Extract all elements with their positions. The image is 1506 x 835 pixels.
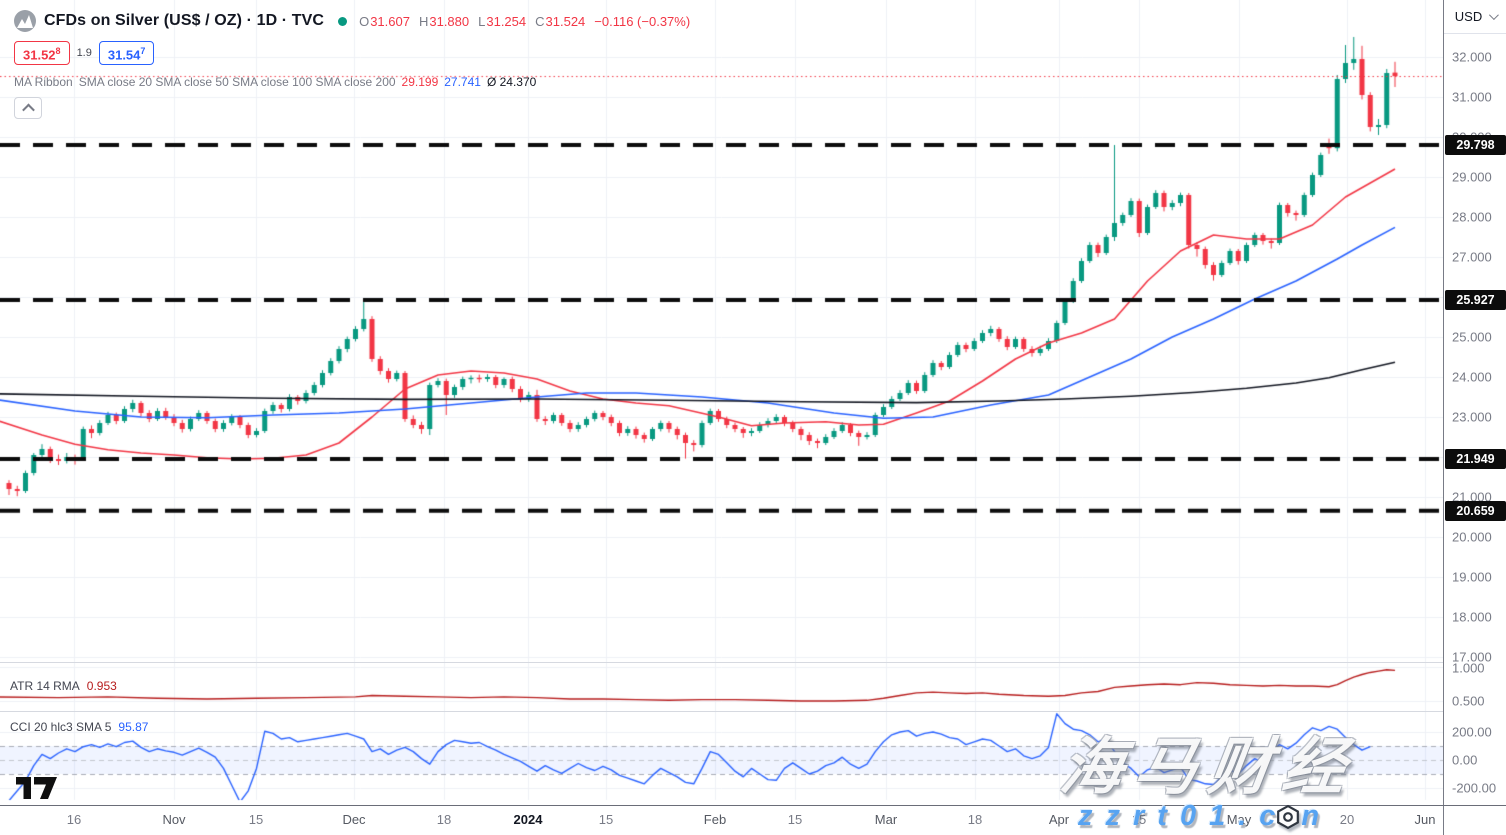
time-tick-label: 2024 — [513, 812, 543, 827]
price-tick-label: 31.000 — [1452, 89, 1492, 105]
buy-price-button[interactable]: 31.547 — [98, 40, 155, 66]
time-tick-label: Apr — [1048, 812, 1070, 827]
indicator-params: SMA close 20 SMA close 50 SMA close 100 … — [78, 75, 396, 89]
price-tick-label: 17.000 — [1452, 649, 1492, 665]
price-tick-label: 21.000 — [1452, 489, 1492, 505]
tradingview-logo-icon[interactable] — [16, 773, 58, 804]
cci-pane-legend[interactable]: CCI 20 hlc3 SMA 5 95.87 — [10, 720, 148, 734]
time-tick-label: 18 — [436, 812, 452, 827]
time-tick-label: Nov — [162, 812, 186, 827]
open-label: O — [359, 13, 370, 29]
quote-row: 31.528 1.9 31.547 — [14, 40, 690, 66]
chevron-down-icon — [1489, 10, 1500, 21]
cci-label: CCI 20 hlc3 SMA 5 — [10, 720, 112, 734]
price-tick-label: 32.000 — [1452, 49, 1492, 65]
symbol-row: CFDs on Silver (US$ / OZ) · 1D · TVC O31… — [14, 8, 690, 34]
close-label: C — [535, 13, 545, 29]
price-level-badge[interactable]: 21.949 — [1445, 449, 1506, 469]
symbol-title[interactable]: CFDs on Silver (US$ / OZ) · 1D · TVC — [44, 12, 325, 29]
price-chart-canvas[interactable] — [0, 0, 1443, 805]
currency-label: USD — [1454, 9, 1483, 24]
sma50-value: 27.741 — [444, 75, 481, 89]
price-tick-label: 18.000 — [1452, 609, 1492, 625]
time-tick-label: Jun — [1414, 812, 1436, 827]
price-tick-label: 28.000 — [1452, 209, 1492, 225]
time-tick-label: 15 — [1131, 812, 1147, 827]
price-tick-label: 0.500 — [1452, 693, 1485, 709]
atr-pane-legend[interactable]: ATR 14 RMA 0.953 — [10, 679, 117, 693]
indicator-name: MA Ribbon — [14, 75, 73, 89]
price-axis[interactable]: USD 32.00031.00030.00029.00028.00027.000… — [1443, 0, 1506, 805]
sell-price-button[interactable]: 31.528 — [14, 40, 70, 66]
spread-value: 1.9 — [76, 47, 92, 59]
time-axis[interactable]: 16 Nov 15 Dec 18 2024 15 Feb 15 Mar 18 Apr 15 May 20 Ju… — [0, 805, 1506, 835]
time-tick-label: 20 — [1339, 812, 1355, 827]
price-level-badge[interactable]: 20.659 — [1445, 501, 1506, 521]
change-value: −0.116 (−0.37%) — [594, 13, 691, 29]
time-tick-label: Feb — [703, 812, 727, 827]
time-tick-label: 16 — [66, 812, 82, 827]
price-tick-label: -200.00 — [1452, 780, 1497, 796]
price-level-badge[interactable]: 25.927 — [1445, 290, 1506, 310]
price-tick-label: 24.000 — [1452, 369, 1492, 385]
time-axis-corner — [1443, 806, 1506, 835]
ma-ribbon-legend[interactable]: MA Ribbon SMA close 20 SMA close 50 SMA … — [14, 75, 690, 89]
price-axis-header: USD — [1444, 0, 1506, 34]
cci-value: 95.87 — [118, 720, 149, 734]
time-tick-label: Dec — [342, 812, 366, 827]
price-tick-label: 20.000 — [1452, 529, 1492, 545]
price-tick-label: 23.000 — [1452, 409, 1492, 425]
low-value: 31.254 — [486, 13, 527, 29]
high-value: 31.880 — [429, 13, 470, 29]
time-tick-label: 15 — [787, 812, 803, 827]
price-tick-label: 200.00 — [1452, 724, 1492, 740]
ohlc-values: O31.607 H31.880 L31.254 C31.524 −0.116 (… — [359, 14, 690, 29]
high-label: H — [418, 13, 429, 29]
currency-selector-button[interactable]: USD — [1450, 7, 1501, 26]
open-value: 31.607 — [370, 13, 410, 29]
time-tick-label: 15 — [248, 812, 264, 827]
market-status-dot-icon — [338, 16, 348, 26]
atr-label: ATR 14 RMA — [10, 679, 80, 693]
price-tick-label: 0.00 — [1452, 752, 1478, 768]
symbol-logo-icon — [14, 10, 36, 32]
price-tick-label: 29.000 — [1452, 169, 1492, 185]
chevron-up-icon — [21, 103, 35, 116]
pane-separator[interactable] — [0, 662, 1506, 663]
pane-separator[interactable] — [0, 711, 1506, 712]
low-label: L — [478, 13, 486, 29]
time-tick-label: Mar — [874, 812, 898, 827]
chart-legend: CFDs on Silver (US$ / OZ) · 1D · TVC O31… — [14, 8, 690, 119]
price-tick-label: 19.000 — [1452, 569, 1492, 585]
atr-value: 0.953 — [86, 679, 117, 693]
time-tick-label: 18 — [967, 812, 983, 827]
price-tick-label: 1.000 — [1452, 660, 1485, 676]
ribbon-average-value: Ø 24.370 — [486, 75, 537, 89]
price-tick-label: 25.000 — [1452, 329, 1492, 345]
price-level-badge[interactable]: 29.798 — [1445, 135, 1506, 155]
close-value: 31.524 — [545, 13, 586, 29]
collapse-legend-button[interactable] — [14, 97, 42, 119]
time-tick-label: May — [1226, 812, 1252, 827]
sma20-value: 29.199 — [401, 75, 439, 89]
price-tick-label: 27.000 — [1452, 249, 1492, 265]
time-tick-label: 15 — [598, 812, 614, 827]
